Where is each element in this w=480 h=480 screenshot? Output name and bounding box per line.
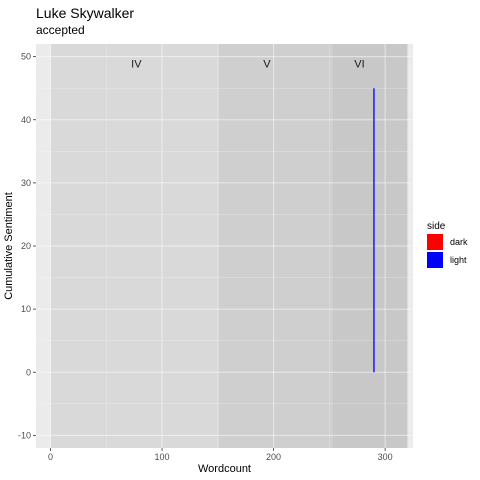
x-axis-ticks: 0 100 200 300 (48, 448, 393, 462)
legend-label-light: light (450, 255, 467, 265)
y-axis-ticks: -10 0 10 20 30 40 50 (18, 52, 36, 440)
x-tick-label: 300 (378, 452, 393, 462)
era-label-2: V (263, 58, 271, 70)
era-label-1: IV (131, 58, 142, 70)
x-tick-label: 100 (155, 452, 170, 462)
x-axis-title: Wordcount (198, 463, 251, 475)
legend-title: side (427, 221, 446, 232)
legend-key-light (427, 252, 443, 268)
legend-label-dark: dark (450, 237, 468, 247)
y-tick-label: -10 (18, 430, 31, 440)
legend: side dark light (427, 221, 468, 268)
era-labels: IV V VI (131, 58, 364, 70)
grid-lines (36, 44, 413, 448)
legend-key-dark (427, 234, 443, 250)
chart-subtitle: accepted (36, 23, 85, 37)
era-label-3: VI (354, 58, 364, 70)
y-tick-label: 20 (21, 241, 31, 251)
y-tick-label: 0 (26, 367, 31, 377)
x-tick-label: 0 (48, 452, 53, 462)
legend-entries: dark light (427, 234, 468, 268)
y-tick-label: 40 (21, 115, 31, 125)
y-tick-label: 10 (21, 304, 31, 314)
x-tick-label: 200 (266, 452, 281, 462)
y-axis-title: Cumulative Sentiment (3, 192, 15, 300)
chart-title: Luke Skywalker (36, 5, 134, 21)
y-tick-label: 50 (21, 52, 31, 62)
y-tick-label: 30 (21, 178, 31, 188)
